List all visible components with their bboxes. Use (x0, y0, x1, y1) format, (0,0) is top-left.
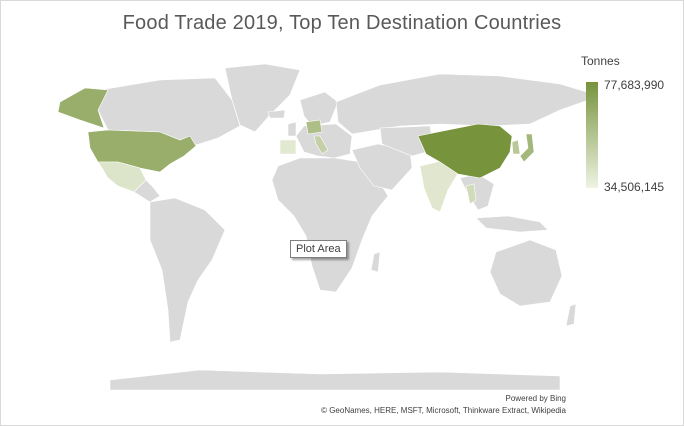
plot-area-tooltip: Plot Area (290, 240, 347, 258)
new-zealand-shape (565, 303, 577, 327)
chart-title: Food Trade 2019, Top Ten Destination Cou… (122, 12, 562, 34)
region-united-states-alaska (57, 87, 109, 129)
region-japan (519, 133, 535, 163)
world-map (57, 63, 601, 391)
indonesia-shape (475, 215, 549, 233)
region-italy (313, 135, 329, 155)
uk-shape (287, 121, 297, 137)
legend-min-label: 34,506,145 (604, 180, 665, 194)
legend-color-scale (586, 82, 598, 188)
antarctica-shape (109, 369, 561, 391)
middle-east-shape (351, 143, 413, 191)
legend-title: Tonnes (581, 54, 620, 68)
australia-shape (489, 239, 563, 307)
russia-shape (335, 73, 601, 135)
iceland-shape (267, 109, 286, 119)
powered-by-text: Powered by Bing (505, 394, 566, 403)
region-germany (305, 119, 323, 135)
map-area[interactable] (0, 40, 684, 400)
southeast-asia-shape (459, 173, 495, 211)
region-spain (279, 139, 297, 155)
region-korea (511, 139, 521, 155)
map-credits-text: © GeoNames, HERE, MSFT, Microsoft, Think… (321, 406, 566, 415)
canada-shape (97, 77, 241, 146)
south-america-shape (149, 197, 226, 343)
madagascar-shape (370, 251, 381, 273)
region-china (417, 123, 513, 179)
africa-shape (271, 157, 389, 293)
region-thailand (465, 183, 477, 205)
central-asia-shape (379, 125, 435, 157)
legend-max-label: 77,683,990 (604, 78, 665, 92)
scandinavia-shape (299, 91, 339, 127)
central-america-shape (133, 179, 161, 203)
